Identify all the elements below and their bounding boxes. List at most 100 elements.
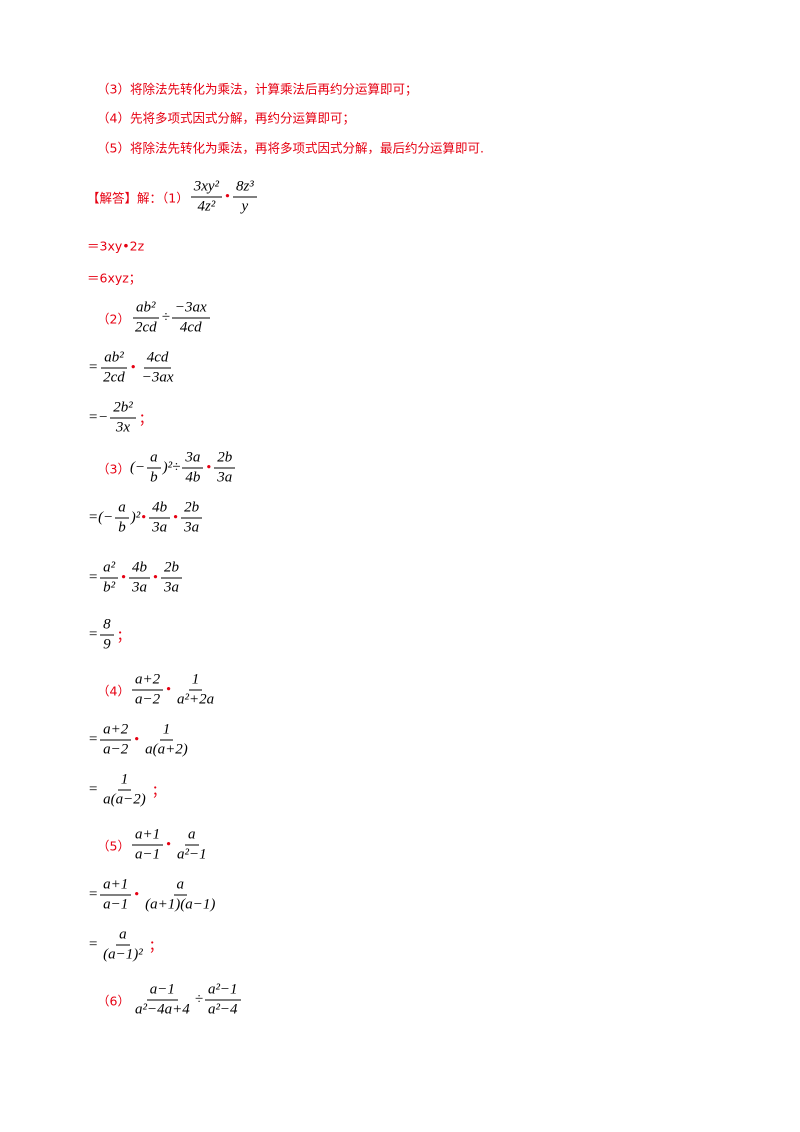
numerator: ab² (133, 299, 159, 319)
fraction: 4cd −3ax (139, 349, 177, 388)
fraction: a a²−1 (174, 826, 210, 865)
numerator: 2b² (110, 399, 136, 419)
numerator: 2b (160, 559, 182, 579)
numerator: 2b (181, 499, 203, 519)
fraction: 4b 3a (149, 499, 171, 538)
fraction: a²−1 a²−4 (204, 981, 241, 1020)
numerator: a+2 (100, 721, 132, 741)
math-text: =(− (88, 509, 114, 526)
numerator: a (185, 826, 199, 846)
fraction: ab² 2cd (100, 349, 128, 388)
denominator: 3a (152, 519, 168, 536)
fraction: 2b 3a (160, 559, 182, 598)
operator: ； (138, 412, 153, 427)
numerator: ab² (101, 349, 127, 369)
numerator: 3a (182, 449, 204, 469)
math-line: ＝6xyz； (87, 268, 141, 287)
denominator: 3a (217, 469, 233, 486)
math-line: （2） ab² 2cd ÷ −3ax 4cd (97, 299, 212, 338)
denominator: 3a (184, 519, 200, 536)
hint-text: ＝3xy•2z (87, 238, 145, 254)
denominator: a²−4 (207, 1001, 238, 1018)
denominator: 2cd (134, 319, 157, 336)
math-text: = (88, 731, 99, 748)
hint-text: （3）将除法先转化为乘法，计算乘法后再约分运算即可； (97, 81, 418, 97)
denominator: 2cd (103, 369, 125, 386)
math-line: = 1 a(a−2)； (88, 771, 167, 810)
math-line: = a+2 a−2 • 1 a(a+2) (88, 721, 193, 760)
denominator: a−1 (134, 846, 161, 863)
fraction: 1 a²+2a (174, 671, 217, 710)
operator: • (166, 837, 171, 852)
denominator: a²−1 (176, 846, 207, 863)
math-line: ＝3xy•2z (87, 236, 144, 255)
denominator: 4cd (179, 319, 202, 336)
denominator: (a+1)(a−1) (145, 896, 216, 913)
operator: ； (148, 939, 163, 954)
operator: ； (116, 629, 131, 644)
hint-text: （6） (97, 993, 130, 1009)
fraction: a+2 a−2 (131, 671, 164, 710)
numerator: 2b (214, 449, 236, 469)
fraction: ab² 2cd (132, 299, 160, 338)
denominator: 4z² (197, 198, 216, 215)
denominator: b (150, 469, 158, 486)
math-line: = a² b² • 4b 3a • 2b 3a (88, 559, 184, 598)
hint-text: （3） (97, 461, 130, 477)
numerator: a (116, 926, 130, 946)
math-line: （5）将除法先转化为乘法，再将多项式因式分解，最后约分运算即可. (97, 138, 484, 157)
denominator: y (241, 198, 249, 215)
fraction: a² b² (100, 559, 119, 598)
fraction: a+2 a−2 (100, 721, 132, 760)
operator: • (173, 510, 179, 525)
hint-text: （5）将除法先转化为乘法，再将多项式因式分解，最后约分运算即可. (97, 140, 484, 156)
denominator: 4b (185, 469, 201, 486)
numerator: a² (100, 559, 119, 579)
denominator: a−2 (103, 741, 129, 758)
fraction: 2b² 3x (110, 399, 136, 438)
operator: • (134, 887, 140, 902)
operator: • (206, 460, 212, 475)
numerator: a (147, 449, 161, 469)
fraction: 2b 3a (214, 449, 236, 488)
denominator: b (118, 519, 126, 536)
fraction: a (a+1)(a−1) (142, 876, 218, 915)
denominator: (a−1)² (103, 946, 143, 963)
denominator: a(a−2) (103, 791, 146, 808)
hint-text: 【解答】解：（1） (87, 190, 189, 206)
numerator: 3xy² (190, 178, 223, 198)
numerator: a²−1 (204, 981, 241, 1001)
math-line: （6） a−1 a²−4a+4 ÷ a²−1 a²−4 (97, 981, 243, 1020)
numerator: 8z³ (232, 178, 257, 198)
numerator: a+1 (100, 876, 132, 896)
operator: • (141, 510, 147, 525)
math-line: = a (a−1)² ； (88, 926, 164, 965)
numerator: a (115, 499, 129, 519)
math-text: ÷ (161, 309, 170, 326)
operator: ； (151, 784, 166, 799)
numerator: a+1 (131, 826, 164, 846)
math-text: = (88, 569, 99, 586)
numerator: a+2 (131, 671, 164, 691)
math-text: ÷ (194, 991, 203, 1008)
numerator: 1 (117, 771, 132, 791)
fraction: 1 a(a−2) (100, 771, 149, 810)
numerator: a−1 (146, 981, 178, 1001)
numerator: 4b (149, 499, 171, 519)
operator: • (134, 732, 140, 747)
math-text: = (88, 936, 99, 953)
numerator: 1 (188, 671, 203, 691)
math-line: =(− a b)² • 4b 3a • 2b 3a (88, 499, 204, 538)
math-text: )² (130, 509, 141, 526)
operator: • (121, 570, 127, 585)
fraction: a+1 a−1 (131, 826, 164, 865)
fraction: 1 a(a+2) (142, 721, 191, 760)
fraction: 4b 3a (129, 559, 151, 598)
operator: • (153, 570, 158, 585)
denominator: −3ax (141, 369, 174, 386)
denominator: a²−4a+4 (134, 1001, 190, 1018)
math-text: (− (129, 459, 146, 476)
